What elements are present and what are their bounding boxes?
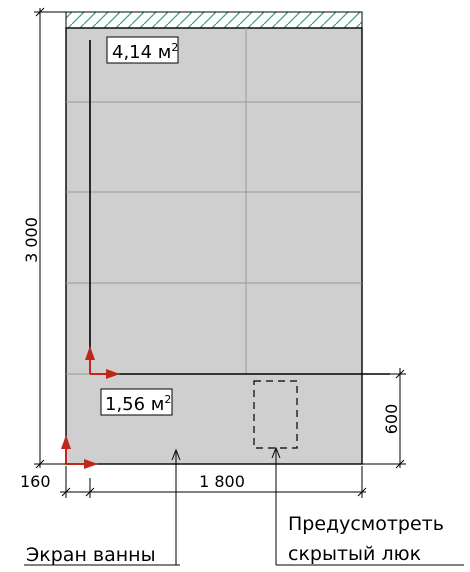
width-dimension-text: 1 800: [199, 472, 245, 491]
offset-dimension-text: 160: [20, 472, 51, 491]
bath-screen-leader: [24, 448, 181, 566]
hatch-note-line1: Предусмотреть: [288, 513, 444, 535]
red-axis-arrow-icon: [85, 346, 120, 379]
width-dimension: [60, 466, 367, 498]
lower-height-dimension: [362, 368, 406, 469]
height-dimension: [34, 7, 66, 469]
upper-area-label: 4,14 м2: [112, 41, 178, 63]
red-axis-arrow-icon: [61, 435, 98, 469]
lower-height-dimension-text: 600: [382, 404, 401, 435]
upper-area-label-box: [106, 36, 179, 64]
bath-screen-note: Экран ванны: [26, 544, 156, 566]
ceiling-hatch-band: [65, 11, 363, 29]
lower-area-label: 1,56 м2: [105, 393, 171, 415]
hatch-leader: [271, 446, 464, 566]
hatch-note-line2: скрытый люк: [288, 543, 421, 565]
hidden-hatch-outline: [253, 380, 298, 449]
height-dimension-text: 3 000: [22, 217, 41, 263]
lower-area-label-box: [100, 388, 173, 416]
